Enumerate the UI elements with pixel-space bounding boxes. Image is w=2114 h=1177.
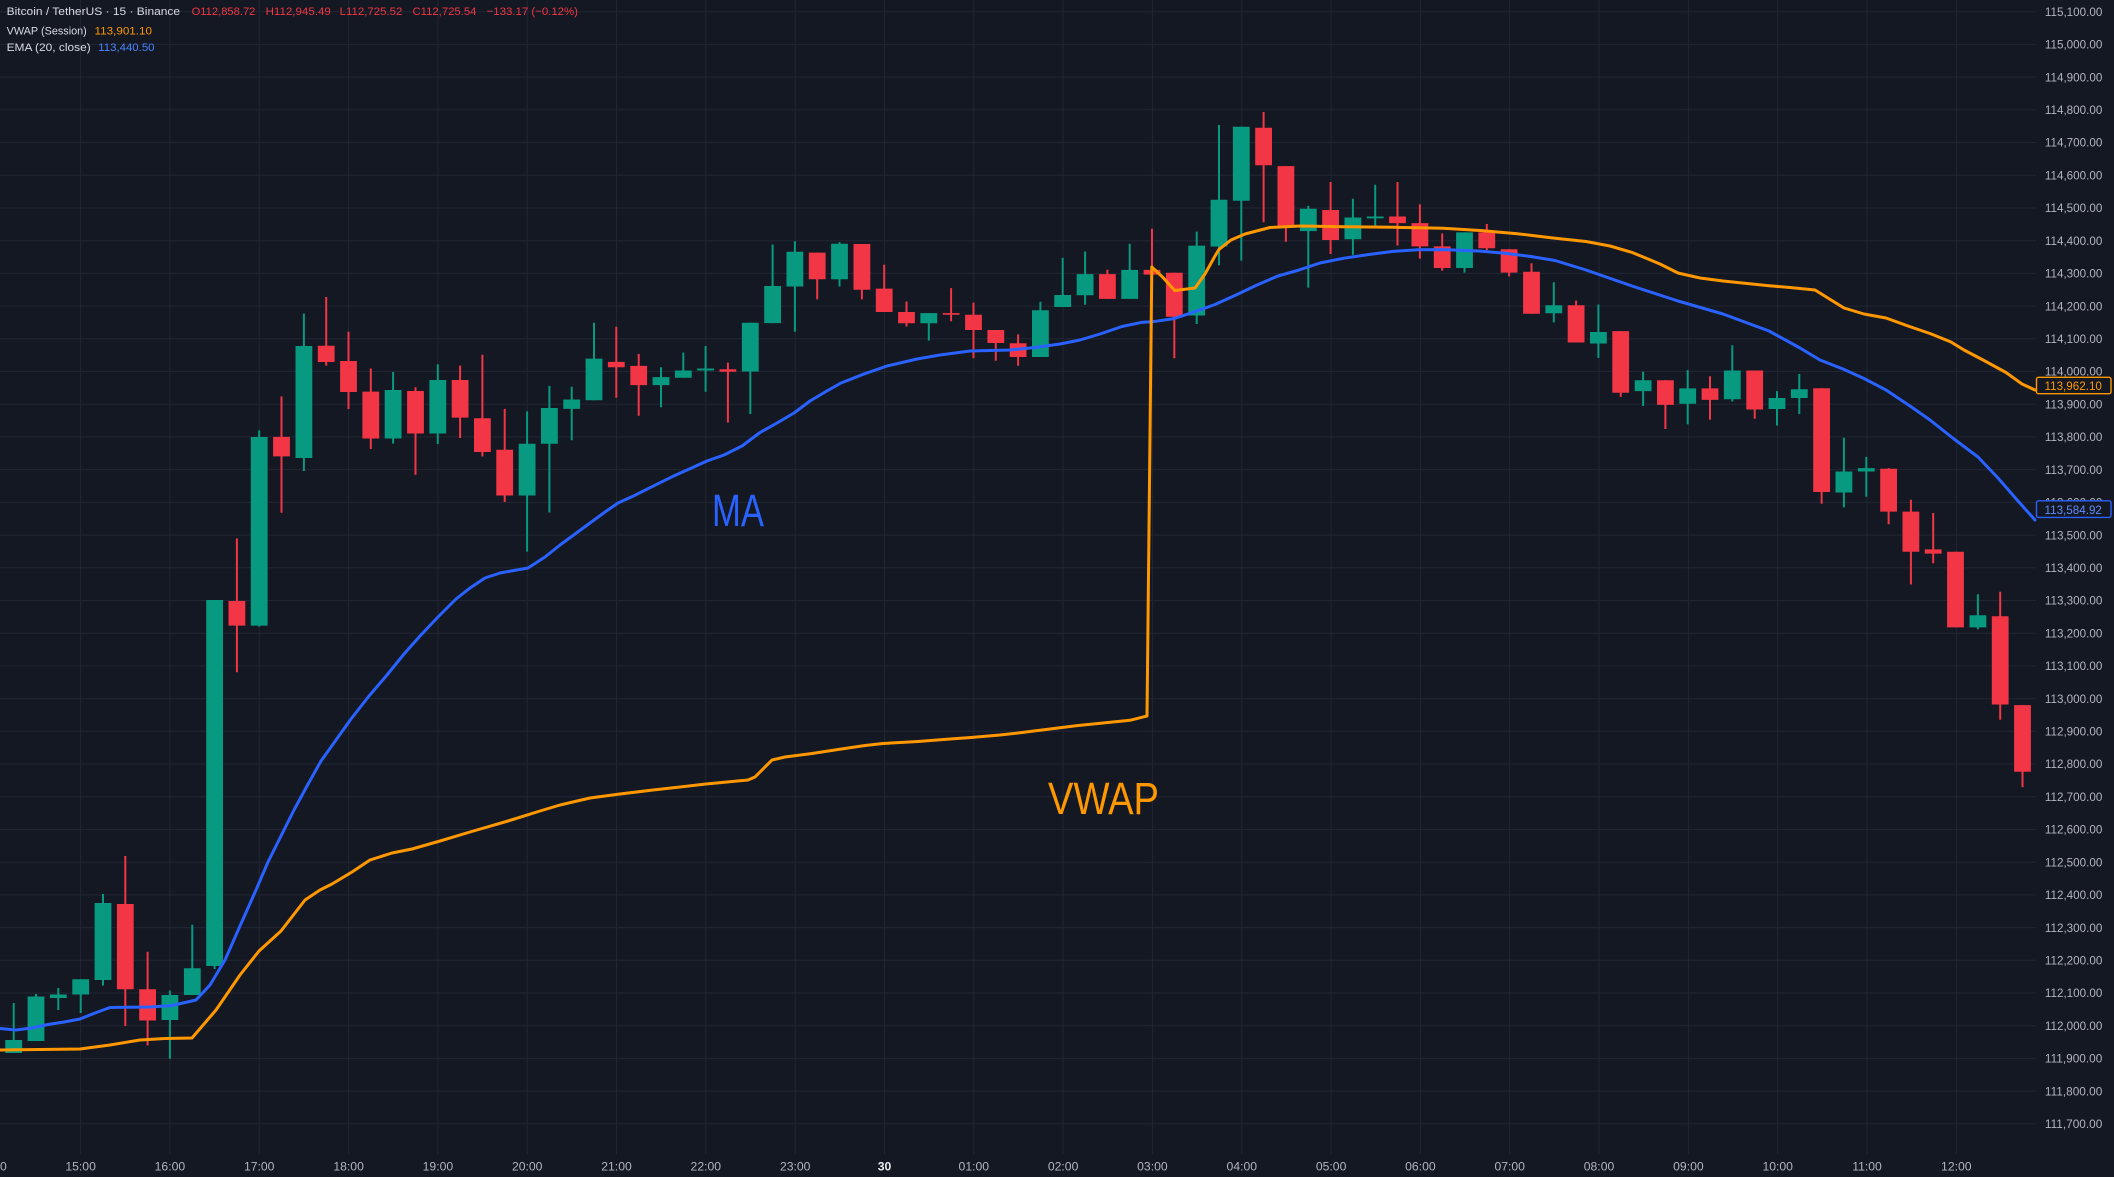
svg-text:114,800.00: 114,800.00	[2045, 103, 2103, 117]
svg-text:19:00: 19:00	[423, 1160, 454, 1174]
svg-text:O112,858.72: O112,858.72	[192, 6, 256, 18]
svg-text:111,700.00: 111,700.00	[2045, 1117, 2103, 1131]
svg-text:07:00: 07:00	[1494, 1160, 1525, 1174]
svg-text:VWAP: VWAP	[1048, 773, 1159, 824]
svg-text:113,584.92: 113,584.92	[2045, 503, 2103, 517]
svg-text:112,700.00: 112,700.00	[2045, 790, 2103, 804]
svg-text:114,300.00: 114,300.00	[2045, 267, 2103, 281]
svg-text:112,200.00: 112,200.00	[2045, 954, 2103, 968]
svg-text:113,901.10: 113,901.10	[95, 26, 153, 38]
svg-text:L112,725.52: L112,725.52	[340, 6, 403, 18]
svg-text:114,600.00: 114,600.00	[2045, 168, 2103, 182]
svg-text:113,440.50: 113,440.50	[98, 42, 154, 54]
svg-text:114,700.00: 114,700.00	[2045, 136, 2103, 150]
svg-text:114,100.00: 114,100.00	[2045, 332, 2103, 346]
svg-text:112,900.00: 112,900.00	[2045, 725, 2103, 739]
svg-text:114,000.00: 114,000.00	[2045, 365, 2103, 379]
svg-text:MA: MA	[712, 485, 764, 536]
svg-text:0: 0	[0, 1160, 7, 1174]
svg-text:16:00: 16:00	[155, 1160, 186, 1174]
svg-text:06:00: 06:00	[1405, 1160, 1436, 1174]
svg-text:115,000.00: 115,000.00	[2045, 38, 2103, 52]
svg-text:21:00: 21:00	[601, 1160, 632, 1174]
svg-text:02:00: 02:00	[1048, 1160, 1079, 1174]
svg-text:01:00: 01:00	[959, 1160, 990, 1174]
svg-text:04:00: 04:00	[1227, 1160, 1258, 1174]
svg-text:17:00: 17:00	[244, 1160, 275, 1174]
svg-text:18:00: 18:00	[333, 1160, 364, 1174]
svg-text:113,800.00: 113,800.00	[2045, 430, 2103, 444]
svg-text:30: 30	[878, 1160, 892, 1174]
svg-text:113,700.00: 113,700.00	[2045, 463, 2103, 477]
svg-text:115,100.00: 115,100.00	[2045, 5, 2103, 19]
svg-text:112,500.00: 112,500.00	[2045, 855, 2103, 869]
svg-text:112,300.00: 112,300.00	[2045, 921, 2103, 935]
svg-text:114,200.00: 114,200.00	[2045, 299, 2103, 313]
svg-text:20:00: 20:00	[512, 1160, 543, 1174]
svg-text:112,800.00: 112,800.00	[2045, 757, 2103, 771]
svg-text:−133.17 (−0.12%): −133.17 (−0.12%)	[487, 6, 579, 18]
svg-text:113,000.00: 113,000.00	[2045, 692, 2103, 706]
svg-text:113,100.00: 113,100.00	[2045, 659, 2103, 673]
svg-text:113,900.00: 113,900.00	[2045, 397, 2103, 411]
svg-text:112,000.00: 112,000.00	[2045, 1019, 2103, 1033]
svg-text:113,500.00: 113,500.00	[2045, 528, 2103, 542]
svg-text:23:00: 23:00	[780, 1160, 811, 1174]
svg-text:111,800.00: 111,800.00	[2045, 1084, 2103, 1098]
svg-text:12:00: 12:00	[1941, 1160, 1972, 1174]
svg-text:113,200.00: 113,200.00	[2045, 626, 2103, 640]
svg-text:113,300.00: 113,300.00	[2045, 594, 2103, 608]
svg-text:22:00: 22:00	[691, 1160, 722, 1174]
svg-text:112,100.00: 112,100.00	[2045, 986, 2103, 1000]
svg-text:10:00: 10:00	[1762, 1160, 1793, 1174]
svg-text:05:00: 05:00	[1316, 1160, 1347, 1174]
svg-text:15:00: 15:00	[65, 1160, 96, 1174]
svg-text:VWAP (Session): VWAP (Session)	[7, 26, 87, 38]
svg-text:112,400.00: 112,400.00	[2045, 888, 2103, 902]
svg-text:113,962.10: 113,962.10	[2045, 379, 2103, 393]
svg-text:H112,945.49: H112,945.49	[266, 6, 331, 18]
svg-text:C112,725.54: C112,725.54	[413, 6, 477, 18]
svg-text:112,600.00: 112,600.00	[2045, 823, 2103, 837]
svg-text:EMA (20, close): EMA (20, close)	[7, 42, 91, 54]
svg-text:113,400.00: 113,400.00	[2045, 561, 2103, 575]
svg-text:111,900.00: 111,900.00	[2045, 1052, 2103, 1066]
svg-text:09:00: 09:00	[1673, 1160, 1704, 1174]
svg-text:Bitcoin / TetherUS · 15 · Bina: Bitcoin / TetherUS · 15 · Binance	[7, 6, 181, 18]
svg-text:114,500.00: 114,500.00	[2045, 201, 2103, 215]
svg-text:114,400.00: 114,400.00	[2045, 234, 2103, 248]
svg-text:03:00: 03:00	[1137, 1160, 1168, 1174]
svg-text:114,900.00: 114,900.00	[2045, 70, 2103, 84]
svg-text:11:00: 11:00	[1852, 1160, 1882, 1174]
svg-text:08:00: 08:00	[1584, 1160, 1615, 1174]
